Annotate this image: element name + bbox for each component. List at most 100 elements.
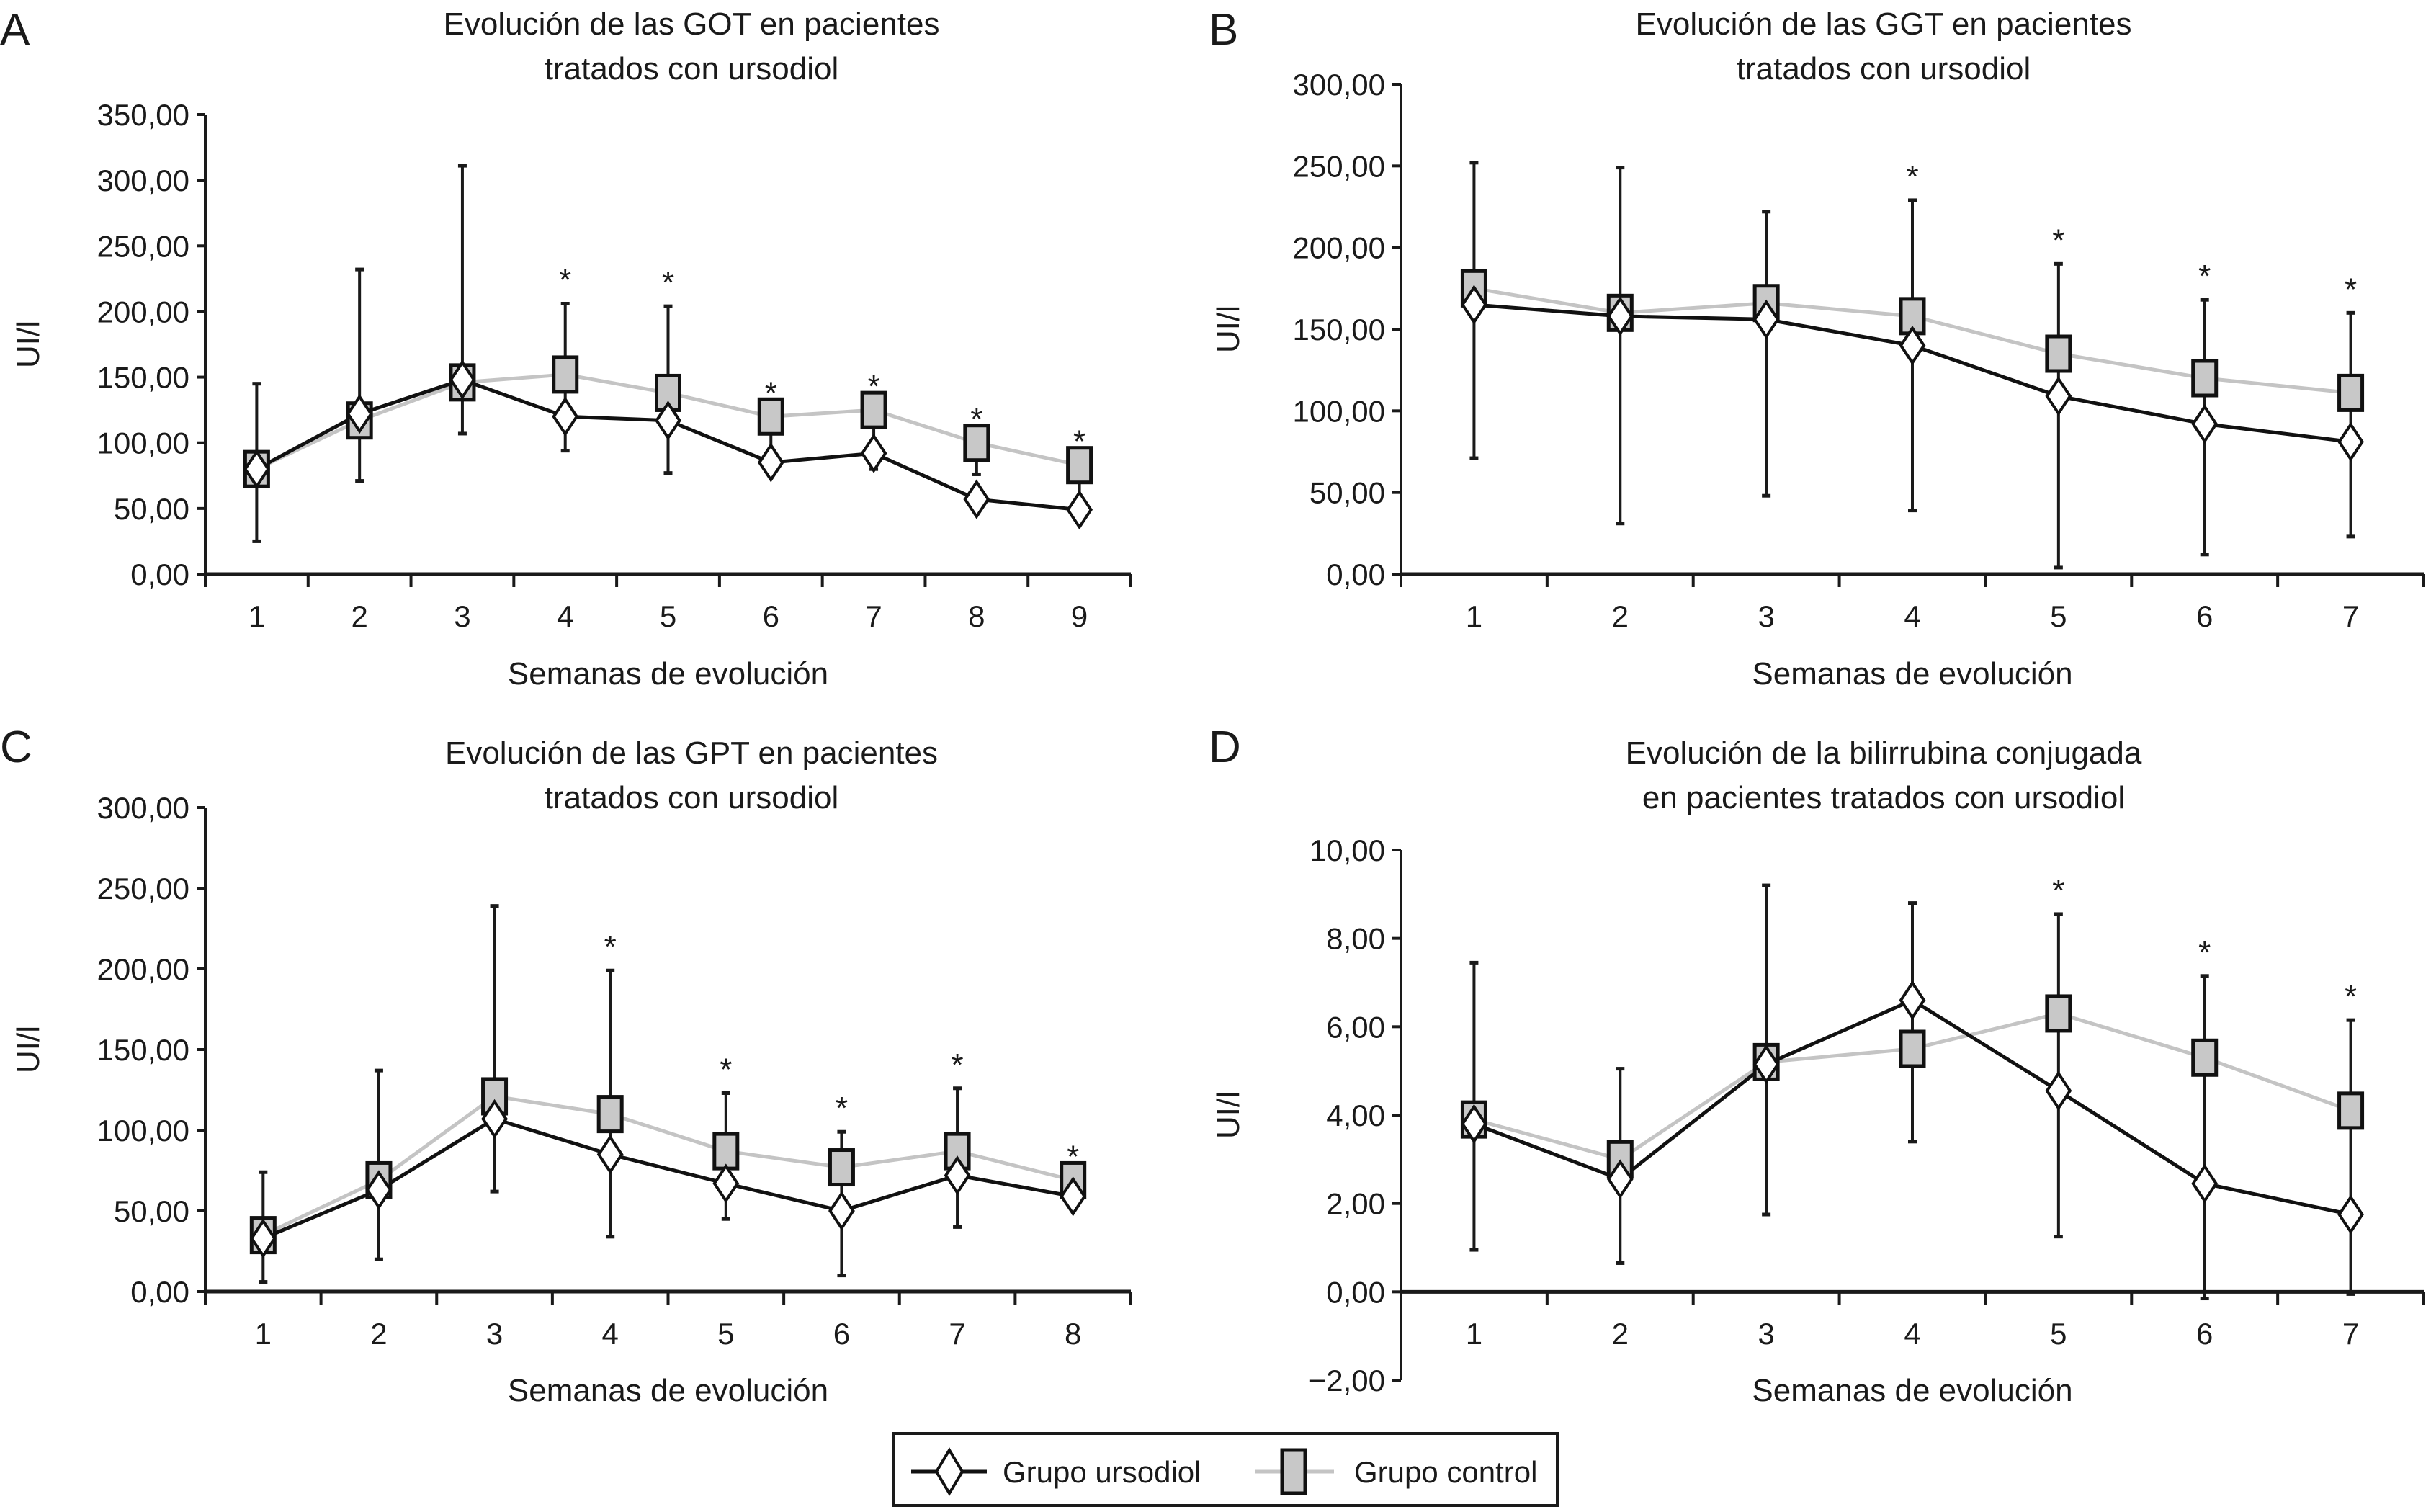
significance-star: *	[662, 265, 674, 300]
y-tick-label: 250,00	[97, 229, 189, 263]
y-tick-label: 0,00	[1326, 1275, 1385, 1309]
series-line-control	[262, 1094, 1074, 1237]
legend-box	[892, 1432, 1559, 1507]
panel-bilirubin-chart: D Evolución de la bilirrubina conjugada en…	[1209, 723, 2425, 1408]
data-point-ursodiol	[243, 449, 270, 489]
x-tick-label: 4	[602, 1317, 619, 1351]
y-tick-label: 10,00	[1309, 833, 1385, 867]
y-axis-label: UI/l	[1211, 305, 1246, 353]
data-point-ursodiol	[828, 1191, 855, 1231]
significance-star: *	[2345, 272, 2357, 307]
data-point-ursodiol	[1606, 296, 1634, 336]
y-axis-label: UI/l	[1211, 1091, 1246, 1139]
x-tick-label: 2	[351, 599, 367, 633]
panel-letter: D	[1209, 723, 1241, 772]
data-point-control	[2191, 1038, 2219, 1077]
significance-star: *	[2052, 873, 2064, 908]
x-tick-label: 6	[833, 1317, 850, 1351]
data-point-ursodiol	[2045, 376, 2072, 416]
x-tick-label: 5	[660, 599, 676, 633]
chart-title-line: en pacientes tratados con ursodiol	[1642, 780, 2125, 815]
chart-title-line: Evolución de las GOT en pacientes	[444, 6, 940, 42]
y-tick-label: 0,00	[130, 1275, 189, 1309]
data-point-control	[828, 1148, 855, 1187]
data-point-ursodiol	[963, 479, 990, 519]
data-point-control	[2045, 334, 2072, 373]
chart-title-line: tratados con ursodiol	[545, 780, 838, 815]
x-tick-label: 3	[1758, 599, 1774, 633]
data-point-ursodiol	[1461, 285, 1487, 325]
y-tick-label: 300,00	[97, 791, 189, 825]
x-tick-label: 2	[1612, 599, 1629, 633]
x-tick-label: 3	[1758, 1317, 1774, 1351]
data-point-ursodiol	[1066, 490, 1093, 530]
y-tick-label: 250,00	[1293, 149, 1385, 183]
data-point-ursodiol	[2337, 421, 2364, 462]
x-tick-label: 1	[249, 599, 265, 633]
data-point-control	[860, 390, 887, 429]
panel-letter: C	[0, 723, 32, 772]
data-point-ursodiol	[757, 442, 784, 483]
y-tick-label: 6,00	[1326, 1010, 1385, 1044]
x-tick-label: 6	[763, 599, 779, 633]
data-point-ursodiol	[2045, 1070, 2072, 1111]
data-point-control	[2045, 994, 2072, 1033]
data-point-ursodiol	[2191, 1163, 2219, 1204]
y-axis-label: UI/l	[11, 1026, 46, 1073]
x-tick-label: 6	[2196, 1317, 2213, 1351]
x-tick-label: 9	[1071, 599, 1088, 633]
significance-star: *	[1073, 424, 1085, 460]
data-point-ursodiol	[655, 401, 681, 441]
legend-label-control: Grupo control	[1354, 1455, 1537, 1489]
y-tick-label: −2,00	[1309, 1364, 1385, 1397]
data-point-ursodiol	[249, 1218, 277, 1258]
x-axis-label: Semanas de evolución	[1752, 1373, 2072, 1408]
series-line-ursodiol	[262, 1117, 1074, 1240]
data-point-control	[596, 1095, 624, 1134]
x-tick-label: 3	[486, 1317, 503, 1351]
data-point-ursodiol	[2337, 1194, 2364, 1235]
data-point-ursodiol	[481, 1099, 508, 1139]
significance-star: *	[2052, 223, 2064, 258]
data-point-ursodiol	[1606, 1159, 1634, 1199]
data-point-control	[1066, 446, 1093, 485]
x-tick-label: 7	[2342, 599, 2359, 633]
data-point-ursodiol	[1899, 980, 1926, 1021]
significance-star: *	[2345, 979, 2357, 1014]
significance-star: *	[2198, 259, 2211, 294]
data-point-ursodiol	[346, 394, 373, 434]
data-point-ursodiol	[449, 359, 476, 400]
significance-star: *	[2198, 935, 2211, 970]
x-tick-label: 1	[1466, 599, 1482, 633]
y-tick-label: 150,00	[97, 361, 189, 395]
x-tick-label: 4	[1904, 1317, 1920, 1351]
chart-title-line: Evolución de la bilirrubina conjugada	[1626, 735, 2142, 771]
data-point-ursodiol	[1060, 1176, 1087, 1217]
x-tick-label: 7	[865, 599, 882, 633]
significance-star: *	[836, 1091, 848, 1126]
data-point-control	[1899, 1029, 1926, 1068]
x-axis-label: Semanas de evolución	[508, 1373, 828, 1408]
y-axis-label: UI/l	[11, 321, 46, 368]
chart-title-line: tratados con ursodiol	[1737, 51, 2031, 86]
y-tick-label: 350,00	[97, 98, 189, 132]
panel-gpt-chart: C Evolución de las GPT en pacientes tratad…	[0, 723, 1132, 1408]
data-point-ursodiol	[2191, 403, 2219, 444]
x-tick-label: 4	[557, 599, 573, 633]
x-tick-label: 4	[1904, 599, 1920, 633]
significance-star: *	[559, 262, 571, 298]
panel-ggt-chart: B Evolución de las GGT en pacientes tratad…	[1209, 5, 2425, 692]
data-point-control	[2191, 359, 2219, 398]
data-point-control	[2337, 1091, 2365, 1130]
data-point-ursodiol	[1461, 1104, 1487, 1144]
significance-star: *	[720, 1052, 732, 1087]
data-point-ursodiol	[1752, 1044, 1780, 1085]
y-tick-label: 0,00	[130, 558, 189, 591]
x-tick-label: 8	[1065, 1317, 1081, 1351]
data-point-ursodiol	[712, 1163, 740, 1204]
significance-star: *	[867, 369, 879, 404]
chart-title-line: tratados con ursodiol	[545, 51, 838, 86]
significance-star: *	[970, 402, 982, 437]
legend-label-ursodiol: Grupo ursodiol	[1003, 1455, 1201, 1489]
